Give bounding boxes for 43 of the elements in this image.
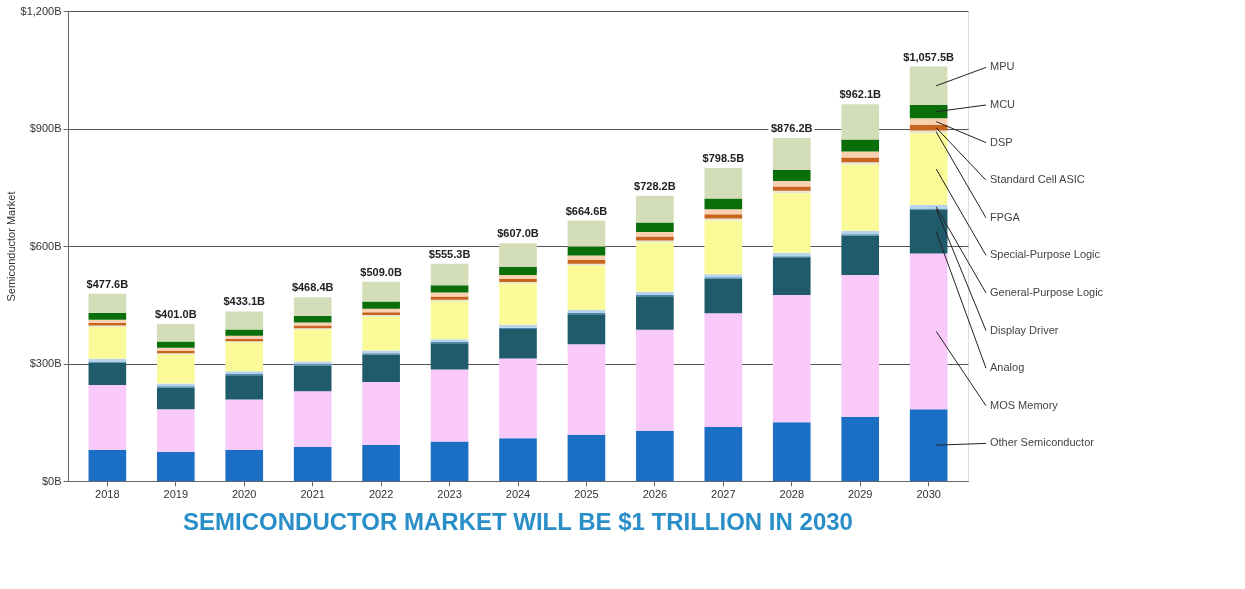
x-tick-label: 2022 <box>368 487 394 500</box>
x-tick-label: 2029 <box>847 487 873 500</box>
total-label: $477.6B <box>86 277 129 290</box>
total-label: $468.4B <box>291 281 334 294</box>
text: General-Purpose Logic <box>990 286 1104 298</box>
text: Other Semiconductor <box>990 436 1095 449</box>
text: MPU <box>990 60 1015 73</box>
text: Analog <box>990 361 1025 374</box>
total-label: $728.2B <box>634 179 676 192</box>
y-tick-label: $1,200B <box>20 4 62 17</box>
x-tick-label: 2026 <box>642 487 668 500</box>
x-tick-label: 2028 <box>779 487 805 500</box>
text: Special-Purpose Logic <box>990 248 1101 261</box>
total-label: $664.6B <box>565 204 608 217</box>
x-tick-label: 2020 <box>231 487 257 500</box>
y-tick-label: $300B <box>29 357 62 369</box>
y-axis-title: Semiconductor Market <box>4 191 17 302</box>
x-tick-label: 2021 <box>300 487 325 500</box>
total-label: $607.0B <box>497 227 539 240</box>
text: Display Driver <box>990 323 1059 336</box>
x-tick-label: 2030 <box>916 487 941 500</box>
total-label: $401.0B <box>155 307 197 320</box>
text: SEMICONDUCTOR MARKET WILL BE $1 TRILLION IN 2030 <box>183 508 853 535</box>
total-label: $509.0B <box>360 265 402 278</box>
total-label: $1,057.5B <box>903 50 955 63</box>
total-label: $798.5B <box>702 152 745 165</box>
total-label: $962.1B <box>839 88 882 101</box>
x-tick-label: 2019 <box>163 487 189 500</box>
y-tick-label: $0B <box>41 474 62 487</box>
x-tick-label: 2018 <box>95 487 120 500</box>
y-tick-label: $900B <box>29 122 62 134</box>
text: MCU <box>990 98 1016 110</box>
text: DSP <box>990 135 1013 148</box>
x-tick-label: 2024 <box>505 487 531 500</box>
x-tick-label: 2027 <box>711 487 736 500</box>
x-tick-label: 2025 <box>574 487 599 500</box>
text: MOS Memory <box>990 398 1059 411</box>
x-tick-label: 2023 <box>437 487 462 500</box>
text: FPGA <box>990 210 1021 223</box>
total-label: $433.1B <box>223 295 266 308</box>
total-label: $555.3B <box>428 247 471 260</box>
text: Standard Cell ASIC <box>990 173 1085 186</box>
y-tick-label: $600B <box>29 239 62 252</box>
